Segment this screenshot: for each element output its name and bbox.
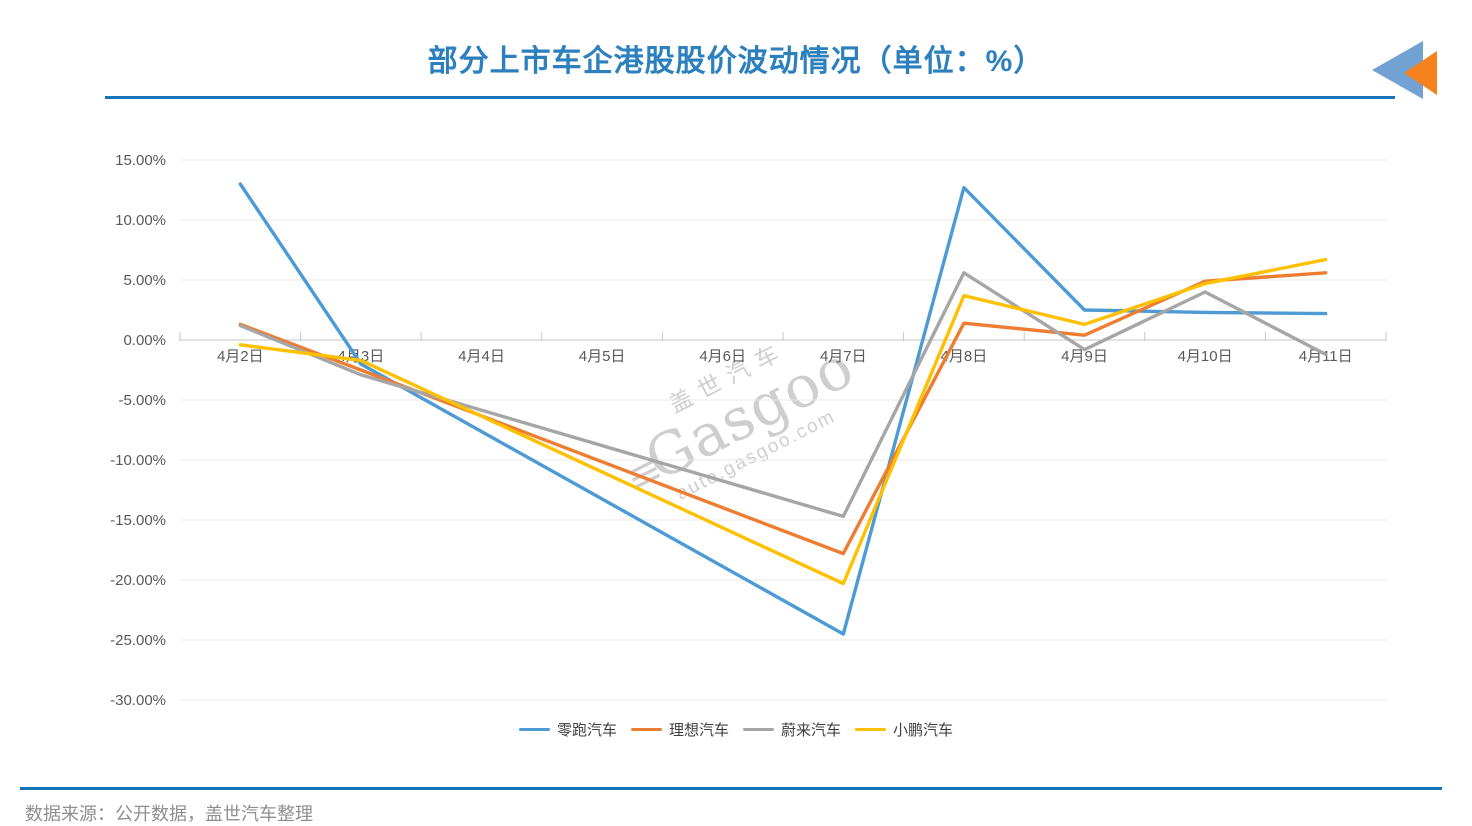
legend-swatch-icon (518, 727, 550, 732)
logo-orange-triangle-icon (1404, 51, 1437, 95)
legend-label: 零跑汽车 (556, 722, 617, 739)
y-axis-label: -25.00% (110, 632, 166, 649)
y-axis-label: -30.00% (110, 692, 166, 709)
x-axis-label: 4月8日 (941, 348, 988, 365)
source-note: 数据来源：公开数据，盖世汽车整理 (25, 804, 313, 824)
x-axis-label: 4月10日 (1178, 348, 1233, 365)
legend-swatch-icon (855, 727, 887, 732)
chart-title: 部分上市车企港股股价波动情况（单位：%） (427, 45, 1045, 78)
series-line-4 (238, 257, 1328, 586)
series-line-1 (238, 182, 1328, 636)
legend-label: 蔚来汽车 (781, 722, 842, 739)
y-axis-label: -15.00% (110, 512, 166, 529)
logo-blue-triangle-icon (1372, 41, 1423, 99)
x-axis-label: 4月7日 (820, 348, 867, 365)
y-axis-label: 5.00% (123, 272, 166, 289)
footer-divider (20, 787, 1442, 790)
x-axis-label: 4月4日 (458, 348, 505, 365)
legend-swatch-icon (630, 727, 662, 732)
gasgoo-arrows-logo (1372, 41, 1437, 99)
x-axis-label: 4月11日 (1299, 348, 1353, 365)
series-line-3 (238, 271, 1328, 519)
y-axis-label: 0.00% (123, 332, 166, 349)
series-line-2 (238, 271, 1328, 556)
x-axis-label: 4月2日 (217, 348, 264, 365)
legend-item-3: 蔚来汽车 (743, 719, 841, 740)
y-axis-label: -10.00% (110, 452, 166, 469)
legend-label: 理想汽车 (668, 722, 729, 739)
x-axis-label: 4月9日 (1061, 348, 1108, 365)
y-axis-label: -20.00% (110, 572, 166, 589)
x-axis-label: 4月5日 (579, 348, 626, 365)
legend-label: 小鹏汽车 (893, 722, 954, 739)
x-axis-label: 4月6日 (699, 348, 746, 365)
x-axis-label: 4月3日 (338, 348, 385, 365)
legend-swatch-icon (743, 727, 774, 732)
legend-item-4: 小鹏汽车 (855, 719, 953, 740)
y-axis-label: 15.00% (115, 152, 166, 169)
line-chart: 15.00% 10.00% 5.00% 0.00% -5.00% -10.00% -15.0… (110, 152, 1387, 709)
y-axis-label: 10.00% (115, 212, 166, 229)
chart-legend: 零跑汽车 理想汽车 蔚来汽车 小鹏汽车 (0, 719, 1472, 740)
y-axis-label: -5.00% (118, 392, 166, 409)
title-divider (105, 96, 1395, 99)
legend-item-1: 零跑汽车 (518, 719, 617, 740)
legend-item-2: 理想汽车 (630, 719, 729, 740)
